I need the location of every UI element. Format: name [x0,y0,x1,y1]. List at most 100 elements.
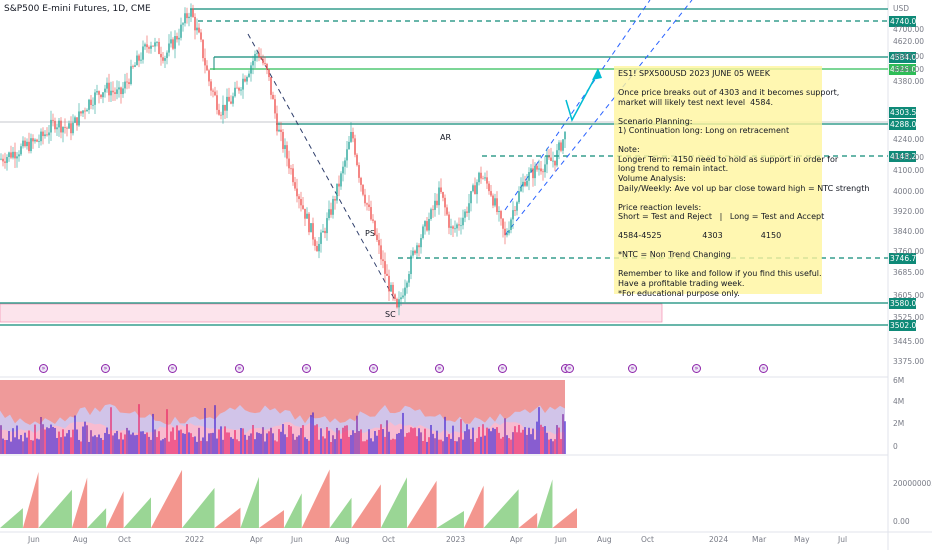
volume-bar [260,433,262,454]
candle-body [114,92,116,94]
candle-body [288,158,290,169]
volume-bar [248,435,250,454]
note-box[interactable] [614,66,822,294]
volume-bar [510,439,512,454]
candle-body [412,250,414,256]
candle-body [246,76,248,82]
event-marker-icon[interactable]: » [692,364,701,373]
candle-body [378,240,380,246]
candle-body [2,158,4,162]
x-axis-tick: Jun [28,535,40,544]
candle-body [128,82,130,85]
event-marker-icon[interactable]: » [235,364,244,373]
volume-bar [536,421,538,454]
volume-bar [20,435,22,454]
candle-body [22,140,24,147]
candle-body [398,299,400,308]
volume-bar [432,433,434,454]
candle-body [256,53,258,55]
volume-bar [246,439,248,454]
candle-body [506,233,508,236]
candle-body [142,46,144,60]
currency-label: USD [893,4,910,13]
candle-body [214,91,216,96]
volume-bar [478,426,480,454]
volume-bar [272,433,274,454]
candle-body [324,230,326,234]
candle-body [118,87,120,90]
candle-body [78,111,80,126]
volume-bar [244,434,246,454]
volume-bar [278,429,280,454]
candle-body [204,58,206,66]
volume-bar [270,427,272,454]
candle-body [494,198,496,206]
event-marker-icon[interactable]: » [302,364,311,373]
candle-body [62,127,64,133]
volume-bar [152,413,154,454]
candle-body [260,56,262,59]
x-axis-tick: Oct [641,535,654,544]
candle-body [540,168,542,172]
volume-bar [398,433,400,454]
note-line: Have a profitable trading week. [618,279,745,289]
event-marker-icon[interactable]: » [101,364,110,373]
candle-body [226,96,228,111]
volume-bar [418,428,420,454]
candle-body [374,220,376,235]
candle-body [544,164,546,173]
candle-body [162,57,164,61]
volume-bar [336,427,338,454]
volume-bar [340,438,342,454]
event-marker-icon[interactable]: » [565,364,574,373]
volume-bar [480,436,482,454]
candle-body [14,151,16,159]
volume-bar [6,440,8,454]
candle-body [394,294,396,299]
x-axis-tick: Aug [73,535,88,544]
y-axis-tick: 3605.00 [893,291,925,300]
projection-arrow [565,71,599,122]
volume-bar [552,441,554,454]
volume-bar [30,439,32,454]
event-marker-icon[interactable]: » [39,364,48,373]
candle-body [60,120,62,133]
event-marker-icon[interactable]: » [435,364,444,373]
volume-bar [254,439,256,454]
volume-bar [514,426,516,454]
volume-bar [182,433,184,454]
candle-body [532,168,534,179]
candle-body [202,39,204,59]
candle-body [72,122,74,134]
event-marker-icon[interactable]: » [628,364,637,373]
volume-bar [378,429,380,454]
candle-body [66,127,68,129]
candle-body [112,90,114,93]
candle-body [68,123,70,129]
event-marker-icon[interactable]: » [168,364,177,373]
indicator-wedge [123,497,151,528]
volume-bar [250,433,252,454]
event-marker-icon[interactable]: » [759,364,768,373]
candle-body [416,245,418,254]
event-marker-icon[interactable]: » [369,364,378,373]
indicator-wedge [329,497,352,528]
volume-bar [496,427,498,454]
volume-bar [234,430,236,454]
indicator-wedge [0,508,23,528]
candle-body [90,99,92,106]
candle-body [306,213,308,219]
price-candles [0,3,566,316]
x-axis-tick: May [794,535,810,544]
y-axis-tick: 4620.00 [893,37,925,46]
note-line: *NTC = Non Trend Changing [618,250,731,260]
price-label: 4584.00 [889,51,922,63]
volume-bar [196,441,198,454]
wyckoff-marker: AR [440,133,452,142]
candle-body [102,92,104,98]
event-marker-icon[interactable]: » [498,364,507,373]
candle-body [98,91,100,95]
candle-body [132,66,134,68]
volume-bar [78,439,80,454]
indicator-wedge [150,469,183,528]
